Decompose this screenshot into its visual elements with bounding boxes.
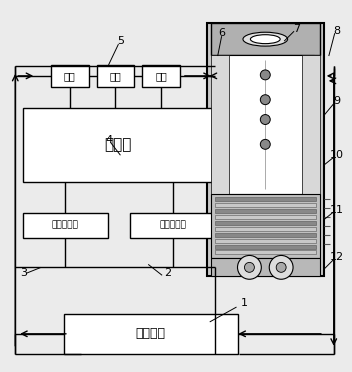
Bar [215, 203, 316, 207]
Text: 泵３: 泵３ [155, 71, 167, 81]
Text: 泵２: 泵２ [109, 71, 121, 81]
Bar [211, 55, 228, 194]
Bar [215, 209, 316, 213]
Bar [130, 213, 215, 238]
Circle shape [276, 262, 286, 272]
Text: 4: 4 [105, 135, 112, 145]
Bar [215, 244, 316, 248]
Ellipse shape [250, 35, 280, 44]
Bar [215, 227, 316, 231]
Bar [211, 194, 320, 259]
Bar [211, 259, 320, 276]
Bar [97, 65, 134, 87]
Bar [215, 238, 316, 243]
Text: 10: 10 [330, 150, 344, 160]
Bar [217, 55, 314, 194]
Text: 7: 7 [294, 24, 301, 34]
Bar [302, 55, 320, 194]
Bar [207, 23, 324, 276]
Circle shape [260, 115, 270, 125]
Text: 压力传感器: 压力传感器 [159, 221, 186, 230]
Text: 8: 8 [333, 26, 340, 36]
Text: 2: 2 [164, 268, 172, 278]
Bar [215, 232, 316, 237]
Bar [23, 108, 212, 182]
Bar [215, 221, 316, 225]
Bar [211, 23, 320, 55]
Text: 冷却水筱: 冷却水筱 [136, 327, 166, 340]
Circle shape [244, 262, 254, 272]
Text: 11: 11 [330, 205, 344, 215]
Text: 6: 6 [218, 28, 225, 38]
Bar [23, 213, 108, 238]
Text: 3: 3 [20, 268, 27, 278]
Text: 泵１: 泵１ [64, 71, 76, 81]
Bar [215, 215, 316, 219]
Circle shape [260, 95, 270, 105]
Circle shape [269, 256, 293, 279]
Text: 12: 12 [330, 253, 344, 262]
Text: 控制器: 控制器 [104, 137, 131, 152]
Ellipse shape [243, 32, 288, 46]
Bar [215, 250, 316, 254]
Text: 5: 5 [117, 36, 124, 46]
Bar [215, 197, 316, 201]
Bar [51, 65, 89, 87]
Bar [64, 314, 238, 354]
Text: 1: 1 [241, 298, 248, 308]
Circle shape [238, 256, 261, 279]
Bar [142, 65, 180, 87]
Circle shape [260, 70, 270, 80]
Circle shape [260, 140, 270, 149]
Text: 温度传感器: 温度传感器 [52, 221, 79, 230]
Text: 9: 9 [333, 96, 340, 106]
